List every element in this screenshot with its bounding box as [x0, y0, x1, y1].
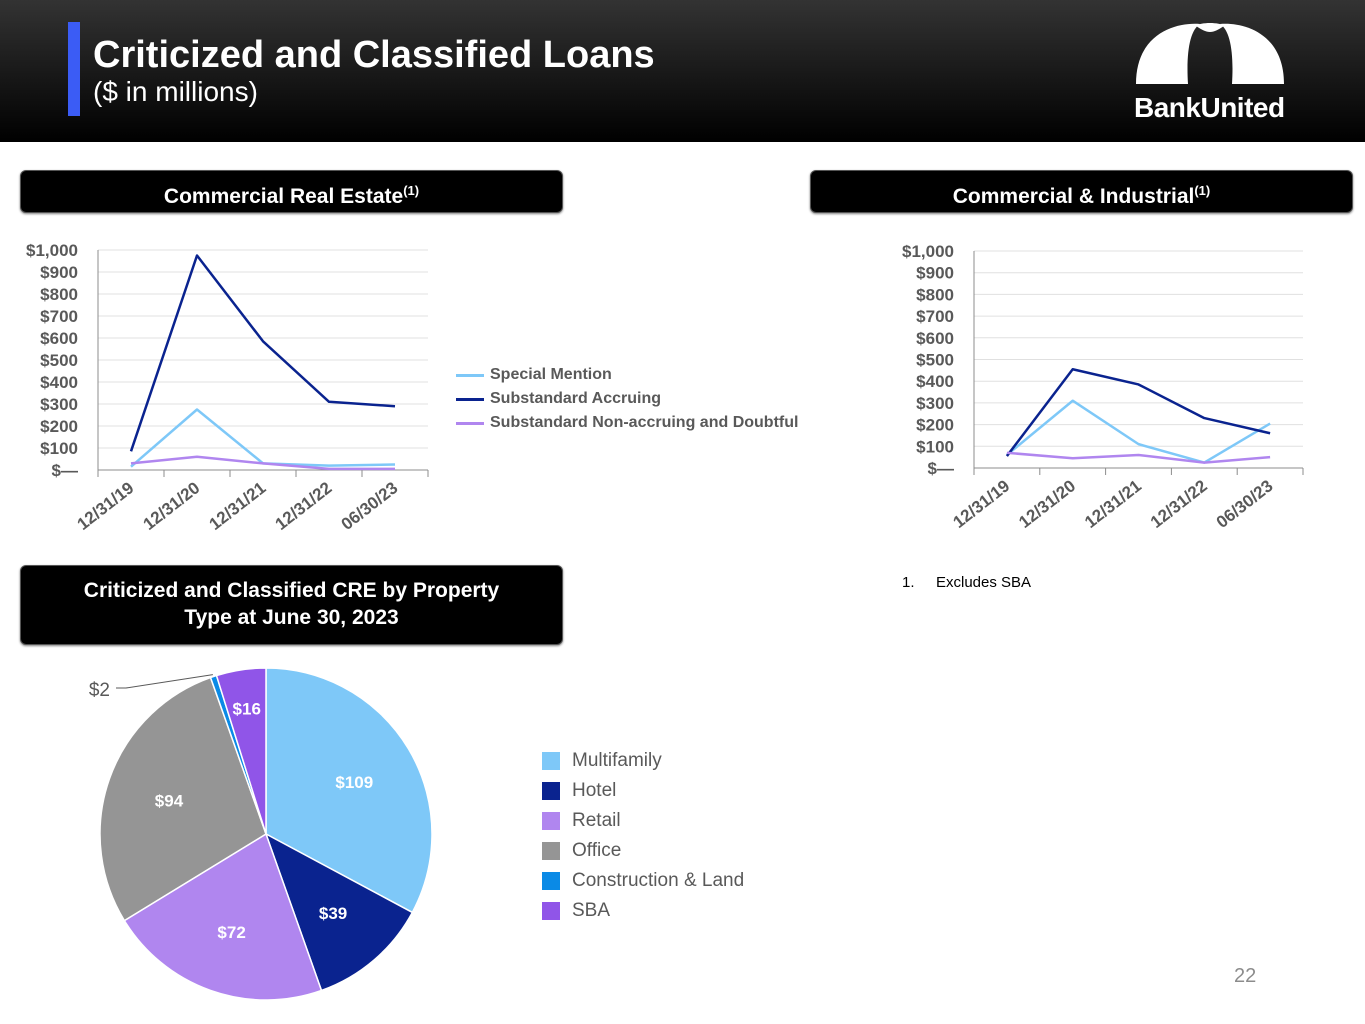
legend-item-special-mention: Special Mention	[456, 363, 798, 387]
y-tick-label: $—	[928, 459, 954, 478]
legend-item-substandard-nonaccruing: Substandard Non-accruing and Doubtful	[456, 411, 798, 435]
y-tick-label: $700	[916, 307, 954, 326]
y-tick-label: $300	[40, 395, 78, 414]
pie-chart-title: Criticized and Classified CRE by Propert…	[20, 565, 563, 645]
accent-bar	[68, 22, 80, 116]
footnote-marker: (1)	[403, 183, 420, 198]
x-tick-label: 12/31/22	[272, 478, 336, 534]
pie-data-label: $2	[89, 680, 110, 701]
swatch-icon	[542, 782, 560, 800]
series-line	[129, 254, 396, 452]
y-tick-label: $100	[40, 439, 78, 458]
cre-legend: Special Mention Substandard Accruing Sub…	[456, 363, 798, 435]
y-tick-label: $1,000	[902, 242, 954, 261]
pie-slice	[264, 832, 414, 992]
pie-legend-item: Office	[542, 836, 744, 866]
page-subtitle: ($ in millions)	[93, 76, 258, 107]
ci-title-text: Commercial & Industrial	[952, 185, 1195, 208]
pie-legend-label: Office	[572, 840, 622, 861]
pie-title-line-1: Criticized and Classified CRE by Propert…	[83, 579, 500, 602]
y-tick-label: $500	[40, 351, 78, 370]
y-tick-label: $800	[40, 285, 78, 304]
x-tick-label: 12/31/22	[1147, 476, 1211, 532]
series-line	[1006, 451, 1271, 464]
pie-slice	[99, 676, 267, 922]
page-title: Criticized and Classified Loans	[93, 34, 655, 76]
legend-line-icon	[456, 421, 484, 425]
cre-title-text: Commercial Real Estate	[163, 185, 404, 208]
y-tick-label: $200	[916, 416, 954, 435]
pie-legend-item: SBA	[542, 896, 744, 926]
pie-data-label: $39	[319, 904, 347, 923]
pie-slice	[265, 667, 433, 914]
y-tick-label: $500	[916, 351, 954, 370]
pie-slice	[123, 832, 323, 1001]
legend-line-icon	[456, 373, 484, 377]
pie-legend: Multifamily Hotel Retail Office Construc…	[542, 746, 744, 926]
swatch-icon	[542, 872, 560, 890]
swatch-icon	[542, 752, 560, 770]
swatch-icon	[542, 902, 560, 920]
x-tick-label: 12/31/21	[206, 478, 270, 534]
pie-legend-label: Retail	[572, 810, 621, 831]
bankunited-logo-icon	[1136, 23, 1284, 84]
y-tick-label: $700	[40, 307, 78, 326]
y-tick-label: $600	[40, 329, 78, 348]
x-tick-label: 12/31/19	[74, 478, 138, 534]
series-line	[130, 408, 396, 468]
y-tick-label: $800	[916, 285, 954, 304]
footnote: 1. Excludes SBA	[902, 574, 1031, 591]
pie-data-label: $16	[233, 700, 261, 719]
x-tick-label: 12/31/21	[1081, 476, 1145, 532]
pie-legend-item: Hotel	[542, 776, 744, 806]
x-tick-label: 06/30/23	[338, 478, 402, 534]
pie-legend-item: Multifamily	[542, 746, 744, 776]
series-line	[1005, 368, 1271, 457]
pie-leader-line	[116, 674, 213, 689]
legend-label: Substandard Non-accruing and Doubtful	[490, 414, 799, 431]
y-tick-label: $900	[916, 264, 954, 283]
y-tick-label: $400	[916, 372, 954, 391]
series-line	[1006, 399, 1271, 464]
swatch-icon	[542, 842, 560, 860]
swatch-icon	[542, 812, 560, 830]
y-tick-label: $900	[40, 263, 78, 282]
pie-data-label: $109	[335, 773, 373, 792]
pie-legend-item: Retail	[542, 806, 744, 836]
pie-data-label: $94	[155, 792, 184, 811]
y-tick-label: $300	[916, 394, 954, 413]
pie-legend-label: Construction & Land	[572, 870, 745, 891]
footnote-number: 1.	[902, 574, 915, 591]
pie-legend-label: Multifamily	[572, 750, 662, 771]
y-tick-label: $200	[40, 417, 78, 436]
x-tick-label: 12/31/19	[950, 476, 1014, 532]
y-tick-label: $100	[916, 437, 954, 456]
x-tick-label: 12/31/20	[1015, 476, 1079, 532]
pie-legend-label: Hotel	[572, 780, 617, 801]
pie-legend-item: Construction & Land	[542, 866, 744, 896]
cre-chart-title: Commercial Real Estate(1)	[20, 170, 563, 213]
pie-legend-label: SBA	[572, 900, 611, 921]
x-tick-label: 06/30/23	[1213, 476, 1277, 532]
footnote-marker: (1)	[1194, 183, 1211, 198]
logo-text: BankUnited	[1134, 92, 1285, 123]
legend-label: Substandard Accruing	[490, 390, 661, 407]
ci-chart-title: Commercial & Industrial(1)	[810, 170, 1353, 213]
pie-data-label: $72	[217, 923, 245, 942]
y-tick-label: $—	[52, 461, 78, 480]
legend-line-icon	[456, 397, 484, 401]
page-number: 22	[1234, 965, 1257, 987]
pie-slice	[215, 667, 267, 835]
legend-item-substandard-accruing: Substandard Accruing	[456, 387, 798, 411]
legend-label: Special Mention	[490, 366, 612, 383]
y-tick-label: $1,000	[26, 241, 78, 260]
y-tick-label: $400	[40, 373, 78, 392]
pie-title-line-2: Type at June 30, 2023	[184, 606, 399, 629]
footnote-text: Excludes SBA	[936, 574, 1032, 591]
series-line	[130, 455, 395, 471]
y-tick-label: $600	[916, 329, 954, 348]
x-tick-label: 12/31/20	[140, 478, 204, 534]
